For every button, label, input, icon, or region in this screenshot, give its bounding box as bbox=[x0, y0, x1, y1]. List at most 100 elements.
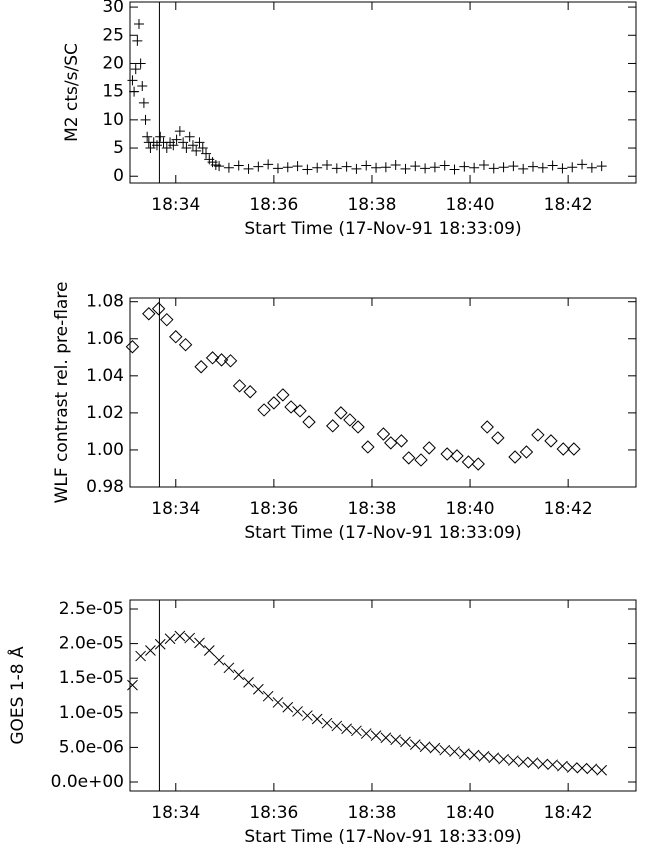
data-point bbox=[537, 758, 549, 770]
data-point bbox=[168, 140, 179, 151]
y-tick-label: 1.02 bbox=[86, 403, 124, 423]
data-point bbox=[480, 420, 494, 434]
data-point bbox=[471, 457, 485, 471]
data-point bbox=[282, 162, 293, 173]
data-point bbox=[223, 662, 235, 674]
y-tick-label: 0.98 bbox=[86, 477, 124, 497]
data-point bbox=[137, 81, 148, 92]
y-tick-label: 30 bbox=[102, 0, 124, 17]
data-point bbox=[498, 162, 509, 173]
data-point bbox=[267, 396, 281, 410]
data-point bbox=[429, 742, 441, 754]
data-point bbox=[145, 645, 156, 656]
data-point bbox=[145, 143, 156, 154]
data-point bbox=[547, 759, 558, 771]
data-point bbox=[201, 148, 212, 159]
data-point bbox=[321, 717, 333, 729]
data-point bbox=[138, 97, 149, 108]
data-point bbox=[263, 159, 274, 170]
data-point bbox=[125, 340, 140, 354]
x-tick-label: 18:34 bbox=[151, 803, 200, 823]
data-point bbox=[322, 159, 333, 170]
x-tick-label: 18:42 bbox=[544, 499, 593, 519]
x-tick-label: 18:38 bbox=[347, 803, 396, 823]
data-point bbox=[370, 730, 382, 741]
data-point bbox=[491, 431, 505, 445]
data-point bbox=[544, 434, 558, 448]
data-point bbox=[547, 160, 558, 171]
data-point bbox=[390, 734, 402, 746]
data-point bbox=[402, 451, 416, 465]
data-point bbox=[384, 436, 398, 450]
data-point bbox=[576, 762, 588, 774]
data-point bbox=[394, 434, 409, 448]
data-point bbox=[155, 131, 166, 142]
data-point bbox=[292, 161, 303, 172]
data-point bbox=[262, 690, 274, 702]
data-point bbox=[439, 744, 451, 756]
data-point bbox=[312, 162, 323, 173]
data-point bbox=[380, 162, 391, 173]
y-tick-label: 0 bbox=[113, 166, 124, 186]
data-point bbox=[133, 18, 144, 29]
data-point bbox=[449, 164, 460, 175]
y-tick-label: 5.0e-06 bbox=[59, 737, 124, 757]
data-point bbox=[178, 337, 193, 352]
data-point bbox=[429, 162, 440, 173]
data-point bbox=[129, 86, 140, 97]
data-point bbox=[161, 143, 172, 154]
data-point bbox=[181, 143, 192, 154]
data-point bbox=[508, 450, 522, 464]
data-point bbox=[331, 163, 342, 174]
data-point bbox=[449, 746, 460, 757]
x-axis-title: Start Time (17-Nov-91 18:33:09) bbox=[244, 827, 521, 847]
data-point bbox=[214, 161, 225, 172]
data-point bbox=[508, 161, 519, 172]
data-point bbox=[414, 453, 428, 467]
data-point bbox=[527, 757, 539, 768]
data-point bbox=[135, 650, 146, 662]
data-point bbox=[197, 143, 208, 154]
y-axis-title: WLF contrast rel. pre-flare bbox=[52, 282, 72, 504]
data-point bbox=[169, 330, 183, 344]
data-point bbox=[253, 161, 264, 172]
x-tick-label: 18:34 bbox=[151, 499, 200, 519]
x-tick-label: 18:38 bbox=[347, 499, 396, 519]
data-point bbox=[351, 163, 362, 174]
plot-frame bbox=[129, 297, 637, 488]
data-point bbox=[194, 637, 205, 649]
data-point bbox=[272, 163, 283, 174]
data-point bbox=[233, 160, 244, 171]
data-point bbox=[341, 161, 352, 172]
data-point bbox=[284, 400, 298, 414]
data-point bbox=[586, 763, 598, 775]
data-point bbox=[223, 354, 238, 368]
data-point bbox=[326, 419, 340, 433]
data-point bbox=[419, 741, 431, 753]
data-point bbox=[154, 638, 166, 650]
data-point bbox=[184, 632, 196, 644]
data-point bbox=[519, 445, 534, 459]
y-tick-label: 25 bbox=[102, 25, 124, 45]
data-point bbox=[557, 163, 568, 174]
data-point bbox=[478, 159, 489, 170]
data-point bbox=[420, 163, 431, 174]
y-tick-label: 15 bbox=[102, 82, 124, 102]
data-point bbox=[440, 447, 454, 461]
x-tick-label: 18:40 bbox=[446, 499, 495, 519]
data-point bbox=[272, 697, 284, 708]
data-point bbox=[459, 161, 470, 172]
data-point bbox=[488, 752, 500, 764]
data-point bbox=[341, 723, 352, 735]
plot-frame bbox=[129, 599, 637, 792]
data-point bbox=[151, 140, 162, 151]
x-tick-label: 18:36 bbox=[249, 195, 298, 215]
data-point bbox=[302, 710, 313, 721]
data-point bbox=[567, 162, 578, 173]
data-point bbox=[468, 749, 480, 761]
y-tick-label: 1.06 bbox=[86, 329, 124, 349]
data-point bbox=[361, 160, 372, 171]
data-point bbox=[531, 428, 545, 442]
y-tick-label: 1.04 bbox=[86, 366, 124, 386]
